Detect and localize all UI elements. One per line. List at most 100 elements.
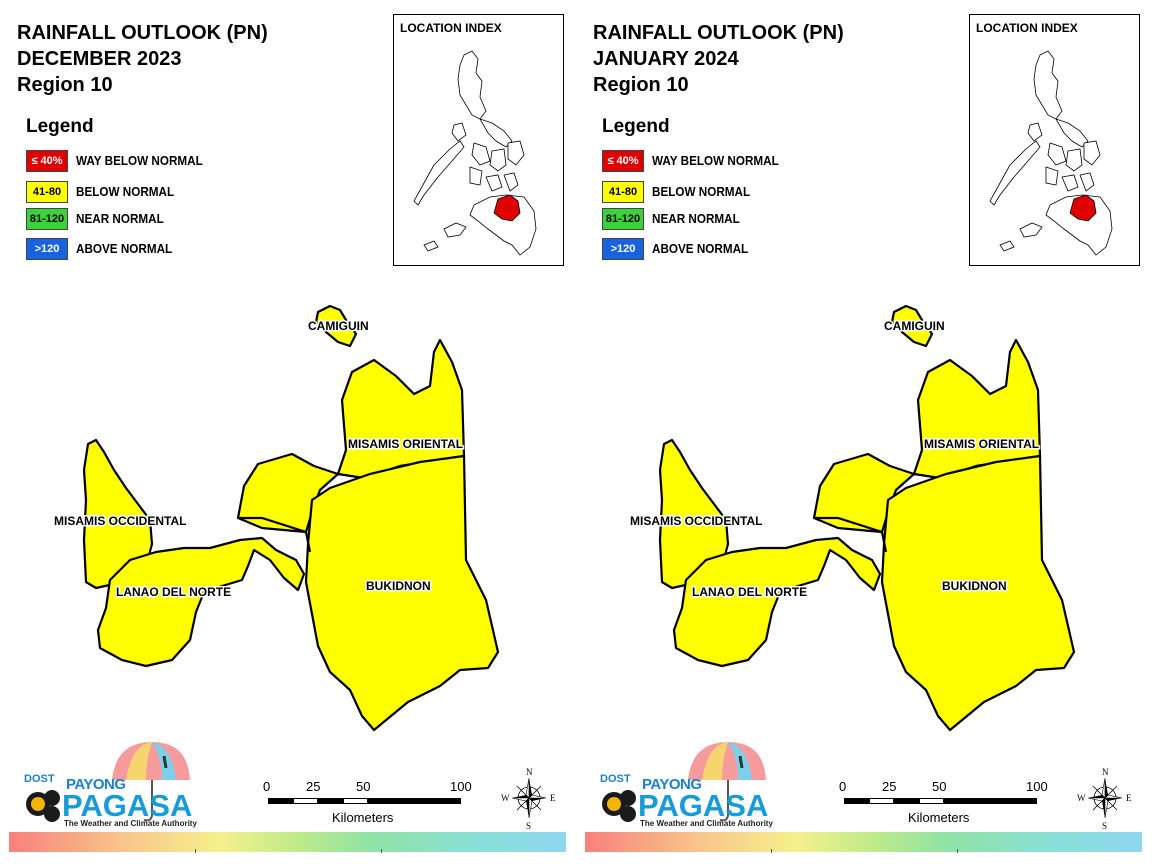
location-index-inset: LOCATION INDEX xyxy=(969,14,1140,266)
region-10-map: CAMIGUIN MISAMIS ORIENTAL MISAMIS OCCIDE… xyxy=(629,304,1076,732)
svg-text:W: W xyxy=(501,793,510,803)
title-region: Region 10 xyxy=(593,74,689,96)
camiguin-province xyxy=(890,304,934,348)
outlook-panel-january: RAINFALL OUTLOOK (PN) JANUARY 2024 Regio… xyxy=(576,0,1152,864)
title-region: Region 10 xyxy=(17,74,113,96)
scale-segment xyxy=(894,798,919,804)
svg-text:N: N xyxy=(1102,767,1109,777)
svg-text:S: S xyxy=(1102,821,1107,830)
legend-item-above-normal: >120 ABOVE NORMAL xyxy=(26,238,226,262)
scale-bar: 0 25 50 100 Kilometers xyxy=(262,776,472,826)
scale-segment xyxy=(869,798,894,804)
label-lanao-del-norte: LANAO DEL NORTE xyxy=(692,585,807,599)
inset-title: LOCATION INDEX xyxy=(976,21,1078,35)
scale-segment xyxy=(919,798,944,804)
legend-label: WAY BELOW NORMAL xyxy=(652,153,779,168)
legend-swatch: >120 xyxy=(26,238,68,260)
legend-swatch: ≤ 40% xyxy=(602,150,644,172)
misamis-oriental-province xyxy=(336,338,466,480)
legend-item-way-below-normal: ≤ 40% WAY BELOW NORMAL xyxy=(26,150,226,174)
payong-pagasa-logo: DOST PAYONG PAGASA The Weather and Clima… xyxy=(592,740,773,832)
logo-tagline: The Weather and Climate Authority xyxy=(64,819,197,828)
scale-segment xyxy=(268,798,293,804)
outlook-panel-december: RAINFALL OUTLOOK (PN) DECEMBER 2023 Regi… xyxy=(16,14,564,832)
payong-pagasa-logo: DOST PAYONG PAGASA The Weather and Clima… xyxy=(16,740,197,832)
scale-segment xyxy=(343,798,368,804)
label-misamis-oriental: MISAMIS ORIENTAL xyxy=(348,437,463,451)
scale-segment xyxy=(293,798,318,804)
legend-swatch: >120 xyxy=(602,238,644,260)
lanao-del-norte-province xyxy=(672,536,882,668)
legend-item-above-normal: >120 ABOVE NORMAL xyxy=(602,238,802,262)
label-camiguin: CAMIGUIN xyxy=(884,319,945,333)
scale-bar: 0 25 50 100 Kilometers xyxy=(838,776,1048,826)
logo-pagasa: PAGASA xyxy=(62,788,193,823)
misamis-oriental-province xyxy=(912,338,1042,480)
scale-unit: Kilometers xyxy=(332,810,394,825)
legend-title: Legend xyxy=(602,116,670,137)
svg-text:S: S xyxy=(526,821,531,830)
philippines-outline-map xyxy=(413,50,537,256)
logo-payong: PAYONG xyxy=(642,776,702,793)
scale-segment xyxy=(844,798,869,804)
svg-text:N: N xyxy=(526,767,533,777)
logo-pagasa: PAGASA xyxy=(638,788,769,823)
scale-tick-0: 0 xyxy=(263,779,271,794)
camiguin-province xyxy=(314,304,358,348)
footer-gradient-bar xyxy=(585,832,1142,853)
label-misamis-occidental: MISAMIS OCCIDENTAL xyxy=(630,514,762,528)
legend-swatch: 81-120 xyxy=(602,208,644,230)
scale-tick-50: 50 xyxy=(932,779,947,794)
bukidnon-province xyxy=(880,454,1076,732)
philippines-outline-map xyxy=(989,50,1113,256)
north-arrow-compass-icon: N S W E xyxy=(1077,767,1132,830)
legend-label: BELOW NORMAL xyxy=(652,184,751,199)
logo-payong: PAYONG xyxy=(66,776,126,793)
region-10-map: CAMIGUIN MISAMIS ORIENTAL MISAMIS OCCIDE… xyxy=(53,304,500,732)
scale-tick-0: 0 xyxy=(839,779,847,794)
scale-tick-50: 50 xyxy=(356,779,371,794)
legend-swatch: ≤ 40% xyxy=(26,150,68,172)
region-10-highlight xyxy=(493,194,521,222)
region-10-highlight xyxy=(1069,194,1097,222)
legend-swatch: 81-120 xyxy=(26,208,68,230)
map-title: RAINFALL OUTLOOK (PN) DECEMBER 2023 Regi… xyxy=(17,20,268,98)
legend-item-below-normal: 41-80 BELOW NORMAL xyxy=(602,181,802,205)
location-index-inset: LOCATION INDEX xyxy=(393,14,564,266)
legend-item-near-normal: 81-120 NEAR NORMAL xyxy=(602,208,802,232)
scale-tick-25: 25 xyxy=(306,779,321,794)
legend-label: ABOVE NORMAL xyxy=(76,241,173,256)
legend-item-near-normal: 81-120 NEAR NORMAL xyxy=(26,208,226,232)
legend-item-way-below-normal: ≤ 40% WAY BELOW NORMAL xyxy=(602,150,802,174)
legend-title: Legend xyxy=(26,116,94,137)
legend-label: WAY BELOW NORMAL xyxy=(76,153,203,168)
scale-segment xyxy=(368,798,461,804)
umbrella-logo-icon xyxy=(26,742,190,822)
title-line-1: RAINFALL OUTLOOK (PN) xyxy=(593,22,844,44)
legend-swatch: 41-80 xyxy=(26,181,68,203)
scale-tick-100: 100 xyxy=(1026,779,1048,794)
svg-text:W: W xyxy=(1077,793,1086,803)
logo-dost: DOST xyxy=(600,773,631,785)
scale-tick-25: 25 xyxy=(882,779,897,794)
map-title: RAINFALL OUTLOOK (PN) JANUARY 2024 Regio… xyxy=(593,20,844,98)
label-misamis-occidental: MISAMIS OCCIDENTAL xyxy=(54,514,186,528)
label-camiguin: CAMIGUIN xyxy=(308,319,369,333)
label-lanao-del-norte: LANAO DEL NORTE xyxy=(116,585,231,599)
bukidnon-province xyxy=(304,454,500,732)
legend-swatch: 41-80 xyxy=(602,181,644,203)
label-bukidnon: BUKIDNON xyxy=(942,579,1007,593)
title-month: JANUARY 2024 xyxy=(593,48,739,70)
label-bukidnon: BUKIDNON xyxy=(366,579,431,593)
legend-label: BELOW NORMAL xyxy=(76,184,175,199)
scale-segment xyxy=(944,798,1037,804)
inset-title: LOCATION INDEX xyxy=(400,21,502,35)
scale-tick-100: 100 xyxy=(450,779,472,794)
legend-label: ABOVE NORMAL xyxy=(652,241,749,256)
legend-label: NEAR NORMAL xyxy=(652,211,740,226)
label-misamis-oriental: MISAMIS ORIENTAL xyxy=(924,437,1039,451)
logo-tagline: The Weather and Climate Authority xyxy=(640,819,773,828)
scale-unit: Kilometers xyxy=(908,810,970,825)
title-month: DECEMBER 2023 xyxy=(17,48,182,70)
legend-item-below-normal: 41-80 BELOW NORMAL xyxy=(26,181,226,205)
